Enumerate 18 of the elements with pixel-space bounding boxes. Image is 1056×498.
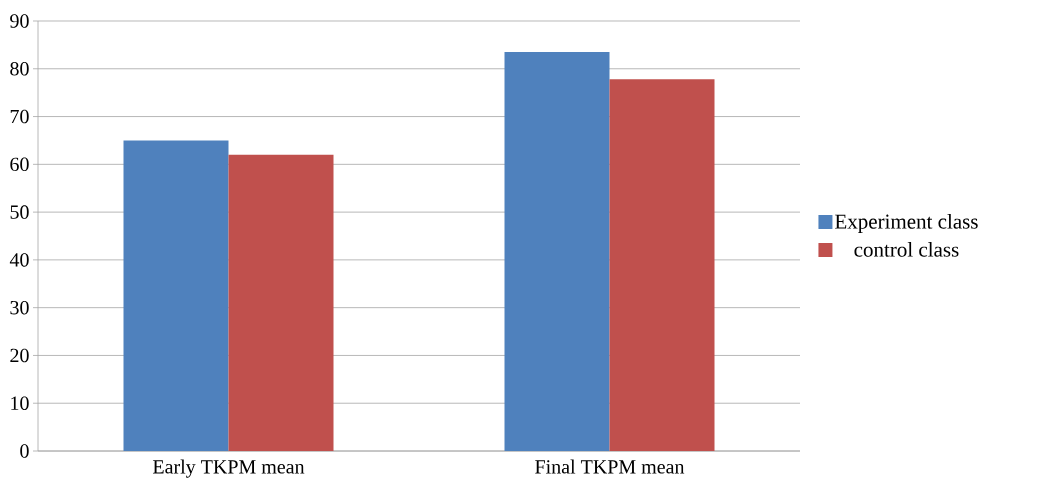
y-tick-label: 0 [20,444,29,458]
legend-label: Experiment class [835,213,978,233]
y-tick-label: 70 [10,109,29,124]
bar [609,79,715,451]
x-tick-label: Early TKPM mean [152,459,305,478]
y-tick-label: 10 [11,396,29,410]
bar [123,140,229,451]
bar [504,52,610,451]
bar [228,154,334,451]
y-tick-label: 90 [10,14,29,28]
legend-label: control class [854,241,959,257]
x-tick-label: Final TKPM mean [535,459,685,474]
y-tick-label: 20 [10,348,29,363]
y-tick-label: 30 [10,300,29,315]
y-tick-label: 50 [10,205,29,219]
y-tick-label: 60 [10,157,29,172]
y-tick-label: 40 [9,253,29,267]
y-tick-label: 80 [10,62,29,76]
